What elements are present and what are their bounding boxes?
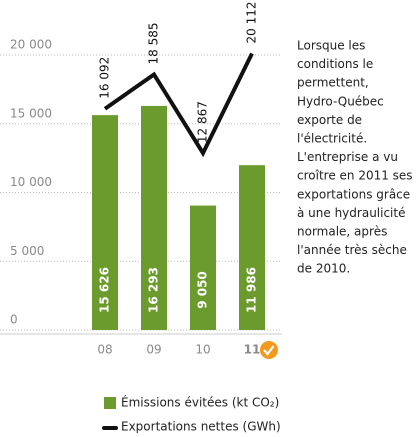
annotation-line: L'entreprise a vu xyxy=(297,150,398,164)
line-value-label: 20 112 xyxy=(245,1,259,43)
annotation-line: permettent, xyxy=(297,76,369,90)
annotation-line: exportations grâce xyxy=(297,187,410,201)
bar-value-label: 16 293 xyxy=(147,267,161,313)
annotation-line: Hydro-Québec xyxy=(297,94,384,108)
y-tick-label: 15 000 xyxy=(10,106,52,120)
bar xyxy=(190,205,216,330)
y-tick-label: 5 000 xyxy=(10,244,44,258)
y-tick-label: 20 000 xyxy=(10,38,52,52)
check-icon xyxy=(260,341,278,359)
legend-swatch xyxy=(104,397,116,409)
annotation-line: à une hydraulicité xyxy=(297,206,405,220)
line xyxy=(103,52,254,158)
bar-value-label: 11 986 xyxy=(245,267,259,313)
bar xyxy=(92,115,118,330)
annotation-line: normale, après xyxy=(297,225,387,239)
x-tick-label: 11 xyxy=(244,343,261,357)
x-tick-label: 10 xyxy=(195,343,210,357)
bar xyxy=(239,165,265,330)
x-tick-label: 08 xyxy=(97,343,112,357)
check-mark xyxy=(263,345,275,356)
annotation-line: Lorsque les xyxy=(297,39,365,53)
bar xyxy=(141,105,167,330)
line-value-label: 16 092 xyxy=(98,57,112,99)
x-tick-label: 09 xyxy=(146,343,161,357)
annotation-line: conditions le xyxy=(297,57,373,71)
line-value-label: 12 867 xyxy=(196,101,210,143)
y-tick-label: 0 xyxy=(10,313,18,327)
line-value-label: 18 585 xyxy=(147,22,161,64)
legend-label: Exportations nettes (GWh) xyxy=(121,420,281,434)
y-tick-label: 10 000 xyxy=(10,175,52,189)
annotation-line: croître en 2011 ses xyxy=(297,169,413,183)
bar-value-label: 9 050 xyxy=(196,271,210,309)
annotation-line: l'électricité. xyxy=(297,132,367,146)
annotation-line: l'année très sèche xyxy=(297,243,407,257)
legend-label: Émissions évitées (kt CO₂) xyxy=(121,395,279,410)
bar-value-label: 15 626 xyxy=(98,267,112,313)
annotation-line: exporte de xyxy=(297,113,362,127)
annotation-line: de 2010. xyxy=(297,262,350,276)
